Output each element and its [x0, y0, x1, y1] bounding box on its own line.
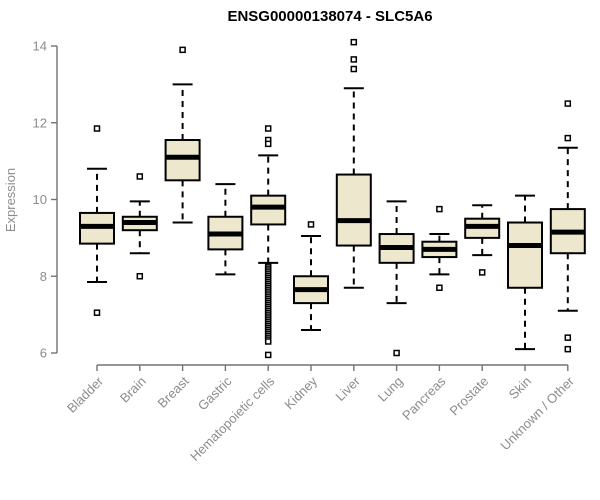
- boxplot-kidney: [293, 221, 329, 331]
- x-tick-label-gastric: Gastric: [195, 373, 235, 413]
- boxplot-liver: [335, 38, 372, 289]
- chart-title: ENSG00000138074 - SLC5A6: [227, 8, 432, 25]
- outlier-point: [436, 205, 443, 213]
- boxplot-bladder: [79, 125, 115, 316]
- outlier-point: [478, 269, 486, 276]
- boxplot-skin: [507, 194, 543, 351]
- x-tick-label-bladder: Bladder: [64, 373, 107, 416]
- outlier-point: [136, 273, 144, 280]
- y-tick-label: 10: [33, 192, 47, 207]
- outlier-point: [393, 349, 400, 357]
- y-tick-label: 12: [33, 115, 47, 130]
- outlier-point: [136, 173, 144, 180]
- boxplot-breast: [164, 46, 201, 224]
- axes: 6 8 10 12 14 Bladder Brain Breast GastricHematop…: [33, 39, 578, 464]
- boxplot-gastric: [207, 183, 244, 276]
- outlier-point: [264, 351, 272, 359]
- iqr-box: [250, 194, 287, 226]
- boxplot-lung: [378, 200, 415, 357]
- boxes-layer: [79, 38, 586, 359]
- y-tick-label: 6: [40, 346, 47, 361]
- outlier-point: [264, 140, 272, 148]
- x-tick-label-liver: Liver: [332, 373, 363, 404]
- y-axis-label: Expression: [3, 168, 18, 232]
- outlier-point: [564, 334, 572, 341]
- iqr-box: [335, 173, 372, 247]
- outlier-point: [564, 134, 572, 142]
- iqr-box: [507, 221, 543, 289]
- outlier-point: [179, 46, 186, 54]
- outlier-point: [93, 309, 101, 316]
- x-tick-label-kidney: Kidney: [281, 373, 320, 412]
- outlier-point: [350, 65, 358, 73]
- x-tick-label-skin: Skin: [506, 374, 534, 402]
- x-tick-label-prostate: Prostate: [446, 374, 491, 419]
- outlier-point: [93, 125, 101, 132]
- boxplot-hematopoietic-cells: [250, 125, 287, 359]
- x-tick-label-unknown-other: Unknown / Other: [497, 373, 577, 453]
- boxplot-brain: [121, 173, 158, 280]
- x-tick-label-brain: Brain: [117, 374, 149, 406]
- iqr-box: [164, 139, 201, 182]
- outlier-point: [264, 125, 272, 132]
- outlier-point: [436, 284, 443, 292]
- outlier-point: [564, 345, 572, 353]
- x-tick-label-breast: Breast: [155, 373, 192, 410]
- outlier-point: [307, 221, 315, 228]
- boxplot-unknown-other: [549, 100, 586, 353]
- x-tick-label-hematopoietic-cells: Hematopoietic cells: [187, 373, 278, 464]
- boxplot-prostate: [464, 204, 501, 276]
- y-tick-label: 8: [40, 269, 47, 284]
- outlier-point: [264, 338, 272, 345]
- boxplot-pancreas: [421, 205, 458, 292]
- x-tick-label-pancreas: Pancreas: [399, 373, 449, 423]
- outlier-point: [564, 100, 572, 107]
- outlier-point: [350, 56, 358, 63]
- y-tick-label: 14: [33, 39, 47, 54]
- x-tick-label-lung: Lung: [375, 374, 406, 405]
- outlier-point: [350, 38, 358, 46]
